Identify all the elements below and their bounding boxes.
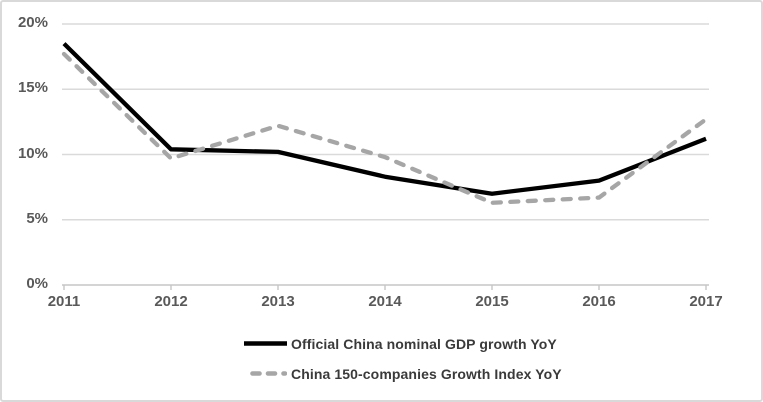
legend-item-index: China 150-companies Growth Index YoY	[240, 363, 562, 384]
x-axis-label: 2014	[368, 293, 402, 310]
x-axis-label: 2017	[689, 293, 723, 310]
legend-label-gdp: Official China nominal GDP growth YoY	[291, 335, 557, 352]
x-axis-label: 2016	[582, 293, 616, 310]
gdp-growth-line	[62, 42, 707, 196]
x-axis-label: 2012	[154, 293, 188, 310]
growth-index-line	[61, 51, 709, 205]
y-axis-label: 15%	[17, 79, 48, 97]
y-axis-label: 10%	[17, 144, 48, 162]
y-axis-label: 20%	[17, 14, 48, 31]
y-axis-label: 0%	[26, 275, 48, 292]
legend-item-gdp: Official China nominal GDP growth YoY	[240, 333, 562, 354]
x-axis-label: 2015	[475, 293, 509, 310]
solid-line-swatch-icon	[240, 340, 287, 347]
legend: Official China nominal GDP growth YoY Ch…	[240, 333, 562, 384]
x-axis-label: 2013	[261, 293, 295, 310]
dashed-line-swatch-icon	[240, 370, 287, 377]
legend-label-index: China 150-companies Growth Index YoY	[291, 365, 562, 382]
y-axis-label: 5%	[26, 209, 48, 227]
x-axis-label: 2011	[47, 293, 81, 310]
